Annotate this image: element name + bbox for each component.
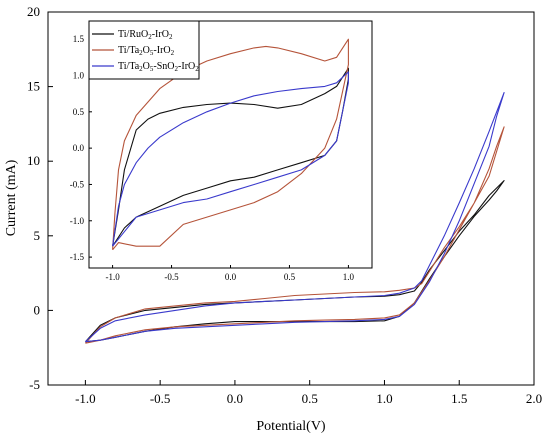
inset-series-line-1 (112, 38, 349, 251)
legend-entries: Ti/RuO2-IrO2Ti/Ta2O5-IrO2Ti/Ta2O5-SnO2-I… (92, 29, 199, 73)
main-plot-frame (47, 11, 535, 386)
inset-plot-frame (88, 20, 373, 269)
inset-ticks: -1.0 -0.5 0.0 0.5 1.0 -1.5 -1.0 -0.5 0.0 0.5 1.0 1.… (70, 34, 355, 282)
inset-legend: Ti/RuO2-IrO2Ti/Ta2O5-IrO2Ti/Ta2O5-SnO2-I… (88, 20, 200, 80)
legend-subscript: 2 (171, 49, 175, 57)
legend-text-part: Ti/Ta (118, 45, 140, 56)
legend-text-part: -IrO (153, 45, 170, 56)
main-series-group (84, 92, 505, 344)
main-x-tick-label: -0.5 (150, 391, 171, 406)
legend-text-part: -IrO (178, 61, 195, 72)
y-axis-title: Current (mA) (4, 159, 19, 236)
legend-subscript: 2 (148, 33, 152, 41)
legend-text-part: Ti/Ta (118, 61, 140, 72)
inset-series-line-2 (112, 71, 349, 247)
inset-y-tick-label: -0.5 (70, 179, 85, 189)
main-y-tick-label: 20 (27, 4, 40, 19)
legend-text-part: Ti/RuO (118, 29, 148, 40)
main-x-tick-label: 2.0 (526, 391, 542, 406)
inset-series-line-0 (112, 67, 349, 247)
main-y-tick-label: 0 (34, 302, 41, 317)
inset-y-tick-label: 1.5 (73, 34, 85, 44)
inset-x-tick-label: 0.5 (284, 272, 296, 282)
main-x-tick-label: 1.0 (376, 391, 392, 406)
main-x-tick-label: 1.5 (451, 391, 467, 406)
inset-chart: -1.0 -0.5 0.0 0.5 1.0 -1.5 -1.0 -0.5 0.0 0.5 1.0 1.… (70, 20, 373, 282)
inset-x-tick-label: 1.0 (343, 272, 355, 282)
inset-series-group (112, 38, 349, 251)
inset-y-tick-label: 0.0 (73, 143, 85, 153)
inset-y-tick-label: -1.0 (70, 216, 85, 226)
inset-x-tick-label: -1.0 (105, 272, 120, 282)
legend-subscript: 5 (150, 49, 154, 57)
inset-y-tick-label: 0.5 (73, 107, 85, 117)
main-x-tick-label: 0.0 (227, 391, 243, 406)
legend-subscript: 2 (169, 33, 173, 41)
main-y-tick-label: 15 (27, 79, 40, 94)
main-x-tick-label: 0.5 (302, 391, 318, 406)
main-ticks: -1.0 -0.5 0.0 0.5 1.0 1.5 2.0 -5 0 5 10 15 20 (27, 4, 542, 406)
main-y-tick-label: -5 (29, 377, 40, 392)
legend-label-1: Ti/Ta2O5-IrO2 (118, 45, 175, 57)
x-axis-title: Potential(V) (256, 419, 326, 434)
legend-subscript: 2 (195, 65, 199, 73)
main-y-tick-label: 10 (27, 153, 40, 168)
inset-x-tick-label: 0.0 (225, 272, 237, 282)
legend-label-2: Ti/Ta2O5-SnO2-IrO2 (118, 61, 199, 73)
legend-subscript: 2 (175, 65, 179, 73)
main-series-line-1 (84, 126, 505, 344)
inset-y-tick-label: 1.0 (73, 70, 85, 80)
legend-subscript: 5 (150, 65, 154, 73)
legend-subscript: 2 (139, 49, 143, 57)
main-series-line-2 (85, 92, 505, 343)
main-x-tick-label: -1.0 (75, 391, 96, 406)
inset-y-tick-label: -1.5 (70, 252, 85, 262)
legend-subscript: 2 (139, 65, 143, 73)
inset-x-tick-label: -0.5 (164, 272, 179, 282)
legend-label-0: Ti/RuO2-IrO2 (118, 29, 173, 41)
legend-text-part: -IrO (152, 29, 169, 40)
legend-text-part: -SnO (153, 61, 174, 72)
legend-text-part: O (143, 61, 150, 72)
main-y-tick-label: 5 (34, 228, 41, 243)
legend-text-part: O (143, 45, 150, 56)
